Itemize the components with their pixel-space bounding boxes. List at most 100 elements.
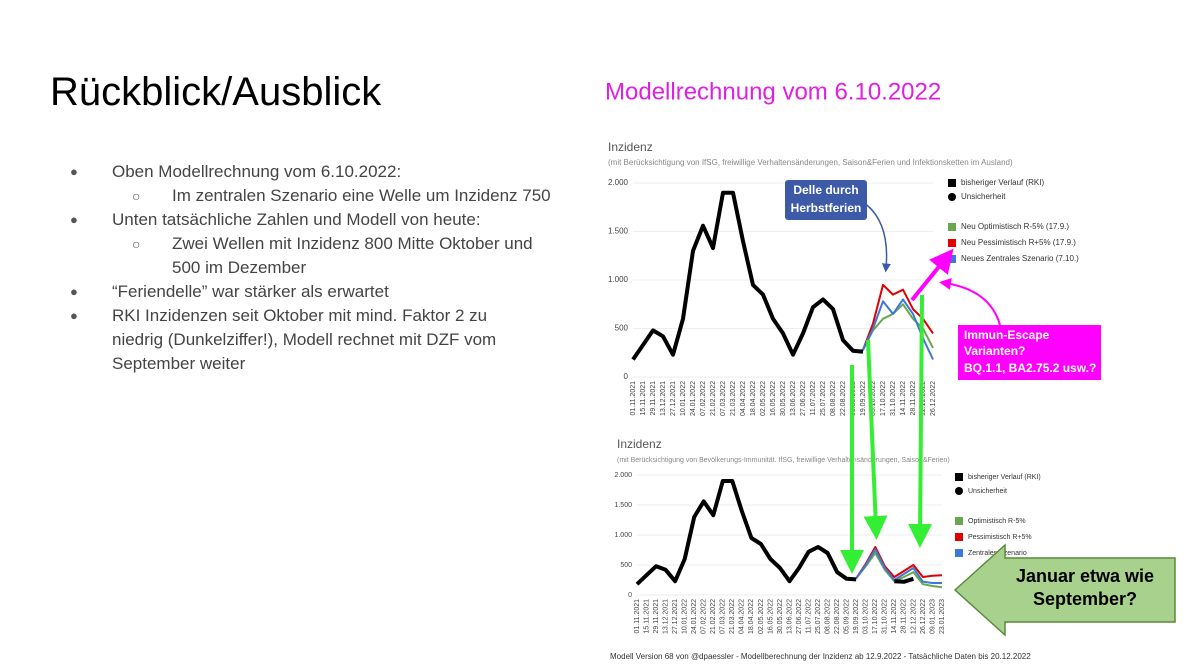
annotation-text: Delle durch bbox=[793, 183, 858, 197]
x-tick-label: 28.11.2022 bbox=[901, 599, 908, 634]
y-tick-label: 0 bbox=[628, 592, 632, 599]
x-tick-label: 08.08.2022 bbox=[830, 381, 837, 416]
chart-title: Inzidenz bbox=[617, 437, 662, 451]
callout-arrow bbox=[953, 543, 1176, 637]
x-tick-label: 31.10.2022 bbox=[890, 381, 897, 416]
series-line bbox=[855, 552, 943, 589]
x-tick-label: 05.09.2022 bbox=[844, 599, 851, 634]
x-tick-label: 04.04.2022 bbox=[740, 381, 747, 416]
x-tick-label: 07.03.2022 bbox=[720, 381, 727, 416]
bullet: Unten tatsächliche Zahlen und Modell von… bbox=[70, 208, 532, 232]
x-tick-label: 30.05.2022 bbox=[780, 381, 787, 416]
legend-label: Neu Optimistisch R-5% (17.9.) bbox=[961, 222, 1069, 231]
x-tick-label: 12.12.2022 bbox=[910, 599, 917, 634]
legend-label: Optimistisch R-5% bbox=[968, 518, 1026, 525]
legend-swatch bbox=[955, 473, 963, 481]
x-tick-label: 27.06.2022 bbox=[796, 599, 803, 634]
x-tick-label: 04.04.2022 bbox=[739, 599, 746, 634]
x-tick-label: 15.11.2021 bbox=[640, 381, 647, 416]
x-tick-label: 02.05.2022 bbox=[760, 381, 767, 416]
x-tick-label: 21.03.2022 bbox=[729, 599, 736, 634]
x-tick-label: 26.12.2022 bbox=[920, 599, 927, 634]
y-tick-label: 1.000 bbox=[608, 275, 629, 284]
x-tick-label: 07.02.2022 bbox=[701, 599, 708, 634]
x-tick-label: 13.06.2022 bbox=[790, 381, 797, 416]
legend-label: Unsicherheit bbox=[968, 488, 1007, 495]
x-tick-label: 31.10.2022 bbox=[882, 599, 889, 634]
green-arrow bbox=[863, 339, 888, 540]
x-tick-label: 24.01.2022 bbox=[690, 381, 697, 416]
chart-subtitle: (mit Berücksichtigung von Bevölkerungs-I… bbox=[617, 457, 950, 464]
series-line bbox=[832, 298, 934, 360]
y-tick-label: 1.500 bbox=[608, 227, 629, 236]
y-tick-label: 1.500 bbox=[614, 502, 632, 509]
x-tick-label: 30.05.2022 bbox=[777, 599, 784, 634]
x-tick-label: 29.11.2021 bbox=[653, 599, 660, 634]
x-tick-label: 25.07.2022 bbox=[815, 599, 822, 634]
x-tick-label: 03.10.2022 bbox=[863, 599, 870, 634]
annotation-text: Herbstferien bbox=[791, 201, 862, 215]
legend-swatch bbox=[948, 239, 956, 247]
x-tick-label: 17.10.2022 bbox=[880, 381, 887, 416]
x-tick-label: 07.03.2022 bbox=[720, 599, 727, 634]
legend-swatch bbox=[955, 549, 963, 557]
chart-title: Inzidenz bbox=[608, 140, 653, 154]
x-tick-label: 22.08.2022 bbox=[840, 381, 847, 416]
x-tick-label: 21.03.2022 bbox=[730, 381, 737, 416]
annotation-text: BQ.1.1, BA2.75.2 usw.? bbox=[964, 361, 1096, 375]
legend-swatch bbox=[948, 255, 956, 263]
y-tick-label: 500 bbox=[615, 324, 629, 333]
x-tick-label: 09.01.2023 bbox=[929, 599, 936, 634]
legend-label: Unsicherheit bbox=[961, 192, 1006, 201]
x-tick-label: 15.11.2021 bbox=[643, 599, 650, 634]
x-tick-label: 11.07.2022 bbox=[810, 381, 817, 416]
chart-subtitle: (mit Berücksichtigung von IfSG, freiwill… bbox=[608, 158, 1013, 167]
x-tick-label: 03.10.2022 bbox=[870, 381, 877, 416]
annotation-text: September? bbox=[1033, 589, 1137, 609]
blue-arrow bbox=[866, 204, 891, 273]
y-tick-label: 1.000 bbox=[614, 532, 632, 539]
x-tick-label: 19.09.2022 bbox=[853, 599, 860, 634]
x-tick-label: 23.01.2023 bbox=[939, 599, 946, 634]
x-tick-label: 22.08.2022 bbox=[834, 599, 841, 634]
legend-swatch bbox=[955, 517, 963, 525]
annotation-box bbox=[958, 325, 1101, 380]
x-tick-label: 25.07.2022 bbox=[820, 381, 827, 416]
x-tick-label: 17.10.2022 bbox=[872, 599, 879, 634]
green-arrow bbox=[908, 294, 933, 548]
y-tick-label: 0 bbox=[624, 372, 629, 381]
legend-label: bisheriger Verlauf (RKI) bbox=[968, 474, 1041, 481]
x-tick-label: 10.01.2022 bbox=[680, 381, 687, 416]
legend-label: bisheriger Verlauf (RKI) bbox=[961, 178, 1044, 187]
x-tick-label: 28.11.2022 bbox=[910, 381, 917, 416]
x-tick-label: 13.06.2022 bbox=[786, 599, 793, 634]
x-tick-label: 08.08.2022 bbox=[824, 599, 831, 634]
x-tick-label: 10.01.2022 bbox=[682, 599, 689, 634]
x-tick-label: 27.06.2022 bbox=[800, 381, 807, 416]
series-line bbox=[631, 190, 864, 361]
legend-swatch bbox=[948, 193, 956, 201]
bullet: Oben Modellrechnung vom 6.10.2022: bbox=[70, 160, 532, 184]
magenta-arrow bbox=[910, 248, 954, 302]
legend-swatch bbox=[948, 223, 956, 231]
magenta-arrow bbox=[939, 277, 1001, 326]
image-title: Modellrechnung vom 6.10.2022 bbox=[605, 78, 941, 105]
legend-label: Pessimistisch R+5% bbox=[968, 534, 1032, 541]
x-tick-label: 29.11.2021 bbox=[650, 381, 657, 416]
legend-swatch bbox=[948, 179, 956, 187]
x-tick-label: 18.04.2022 bbox=[750, 381, 757, 416]
slide-title: Rückblick/Ausblick bbox=[50, 70, 382, 114]
x-tick-label: 01.11.2021 bbox=[630, 381, 637, 416]
y-tick-label: 2.000 bbox=[608, 178, 629, 187]
x-tick-label: 19.09.2022 bbox=[860, 381, 867, 416]
x-tick-label: 21.02.2022 bbox=[710, 381, 717, 416]
y-tick-label: 2.000 bbox=[614, 472, 632, 479]
x-tick-label: 12.12.2022 bbox=[920, 381, 927, 416]
annotation-text: Immun-Escape bbox=[964, 328, 1050, 342]
x-tick-label: 16.05.2022 bbox=[767, 599, 774, 634]
x-tick-label: 07.02.2022 bbox=[700, 381, 707, 416]
x-tick-label: 02.05.2022 bbox=[758, 599, 765, 634]
footer: Modell Version 68 von @dpaessler - Model… bbox=[610, 652, 1031, 661]
